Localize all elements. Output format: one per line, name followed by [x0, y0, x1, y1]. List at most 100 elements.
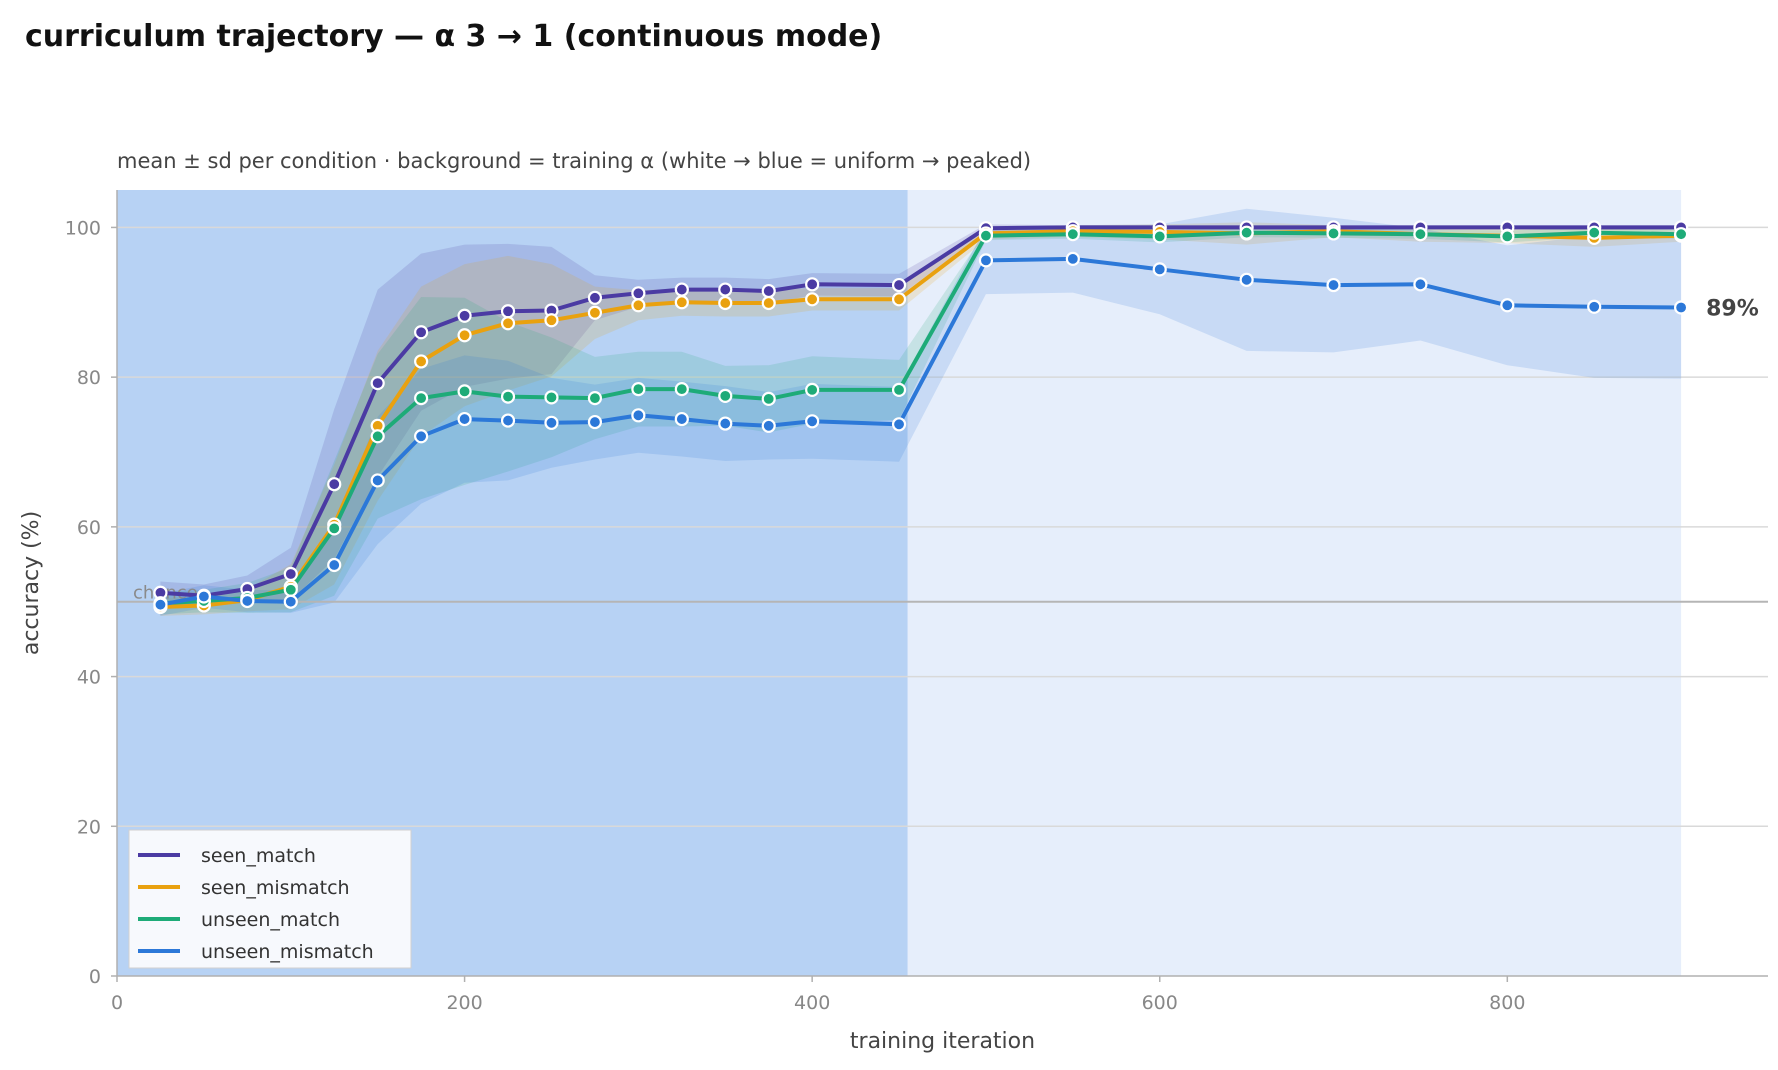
- y-axis-label: accuracy (%): [19, 511, 44, 655]
- seen_mismatch-point: [631, 298, 646, 313]
- seen_mismatch-point: [718, 295, 733, 311]
- unseen_match-point: [1587, 225, 1602, 240]
- x-tick-label: 600: [1142, 992, 1178, 1014]
- unseen_mismatch-line: [158, 256, 1684, 607]
- y-tick-label: 20: [77, 816, 101, 838]
- legend-label: unseen_mismatch: [201, 941, 374, 963]
- y-tick-label: 0: [89, 966, 101, 988]
- unseen_match-point: [891, 382, 907, 397]
- unseen_match-point: [1674, 227, 1689, 242]
- seen_match-point: [370, 376, 385, 391]
- unseen_mismatch-point: [1587, 299, 1602, 314]
- seen_match-line: [158, 225, 1684, 598]
- unseen_match-point: [457, 384, 472, 399]
- seen_match-point: [327, 477, 342, 492]
- seen_match-point: [283, 566, 298, 582]
- series-markers: [153, 220, 1689, 615]
- alpha-band-2: [907, 190, 1682, 976]
- unseen_match-point: [674, 382, 689, 397]
- x-tick-label: 800: [1489, 992, 1525, 1014]
- unseen_match-point: [327, 521, 342, 536]
- seen_mismatch-point: [761, 295, 776, 311]
- unseen_mismatch-point: [1413, 277, 1428, 292]
- axes: [116, 190, 1768, 977]
- unseen_mismatch-point: [805, 414, 820, 429]
- unseen_match-point: [587, 391, 603, 406]
- seen_mismatch-point: [457, 328, 472, 343]
- seen_match-point: [631, 286, 646, 301]
- seen_match-point: [718, 282, 733, 297]
- unseen_mismatch-point: [1065, 251, 1080, 266]
- unseen_mismatch-point: [153, 597, 168, 612]
- x-tick-label: 400: [794, 992, 830, 1014]
- unseen_mismatch-point: [414, 429, 429, 444]
- tick-labels: 0 200 400 600 800 0 20 40 60 80 100: [65, 217, 1526, 1014]
- chart-title: curriculum trajectory — α 3 → 1 (continu…: [25, 19, 882, 54]
- unseen_match-point: [370, 429, 385, 444]
- unseen_match-point: [500, 389, 516, 404]
- seen_mismatch-point: [805, 292, 820, 307]
- unseen_mismatch-point: [1674, 300, 1689, 315]
- legend-label: seen_mismatch: [201, 877, 350, 899]
- y-tick-label: 60: [77, 517, 101, 539]
- unseen_match-point: [978, 228, 994, 243]
- unseen_match-point: [1239, 225, 1254, 240]
- seen_match-point: [500, 304, 516, 319]
- unseen_mismatch-points: [153, 251, 1689, 612]
- legend-label: seen_match: [201, 845, 316, 867]
- seen_match-point: [761, 283, 776, 299]
- unseen_match-point: [631, 382, 646, 397]
- seen_mismatch-point: [587, 305, 603, 320]
- chart-subtitle: mean ± sd per condition · background = t…: [117, 149, 1031, 173]
- unseen_mismatch-point: [674, 411, 689, 427]
- unseen_mismatch-point: [544, 415, 559, 430]
- unseen_mismatch-point: [1152, 262, 1167, 277]
- unseen_match-point: [1413, 227, 1428, 242]
- unseen_match-point: [761, 391, 776, 406]
- unseen_mismatch-point: [370, 473, 385, 488]
- unseen_mismatch-point: [196, 589, 211, 604]
- y-tick-label: 100: [65, 217, 101, 239]
- unseen_mismatch-sd-band: [160, 208, 1682, 616]
- unseen_match-point: [1500, 229, 1515, 244]
- seen_match-point: [414, 325, 429, 340]
- unseen_match-point: [283, 582, 298, 597]
- seen_match-point: [805, 277, 820, 292]
- legend-item-unseen_mismatch: unseen_mismatch: [138, 941, 374, 963]
- end-value-label: 89%: [1706, 297, 1759, 322]
- unseen_match-point: [1326, 226, 1341, 241]
- seen_mismatch-point: [891, 292, 907, 307]
- seen_match-point: [587, 290, 603, 305]
- seen_mismatch-point: [414, 354, 429, 369]
- unseen_mismatch-point: [240, 593, 255, 609]
- seen_match-point: [674, 282, 689, 297]
- x-tick-label: 0: [111, 992, 123, 1014]
- seen_mismatch-point: [544, 313, 559, 328]
- unseen_match-line: [158, 230, 1684, 606]
- unseen_mismatch-point: [891, 417, 907, 432]
- seen_mismatch-point: [500, 316, 516, 331]
- unseen_mismatch-point: [1239, 272, 1254, 287]
- legend-item-unseen_match: unseen_match: [138, 909, 340, 931]
- unseen_mismatch-point: [718, 416, 733, 431]
- x-tick-label: 200: [446, 992, 482, 1014]
- seen_match-point: [891, 277, 907, 293]
- unseen_mismatch-point: [761, 418, 776, 433]
- legend-item-seen_match: seen_match: [138, 845, 316, 867]
- seen_match-point: [457, 308, 472, 323]
- y-tick-label: 40: [77, 667, 101, 689]
- unseen_match-point: [414, 391, 429, 406]
- unseen_mismatch-point: [978, 253, 994, 268]
- unseen_mismatch-point: [457, 411, 472, 427]
- x-axis-label: training iteration: [850, 1029, 1035, 1054]
- unseen_mismatch-point: [283, 594, 298, 609]
- unseen_mismatch-point: [587, 414, 603, 430]
- unseen_mismatch-point: [1500, 298, 1515, 313]
- unseen_mismatch-point: [500, 413, 516, 428]
- legend-item-seen_mismatch: seen_mismatch: [138, 877, 350, 899]
- unseen_match-point: [805, 382, 820, 397]
- seen_mismatch-point: [674, 295, 689, 310]
- unseen_match-point: [1152, 229, 1167, 244]
- legend-label: unseen_match: [201, 909, 340, 931]
